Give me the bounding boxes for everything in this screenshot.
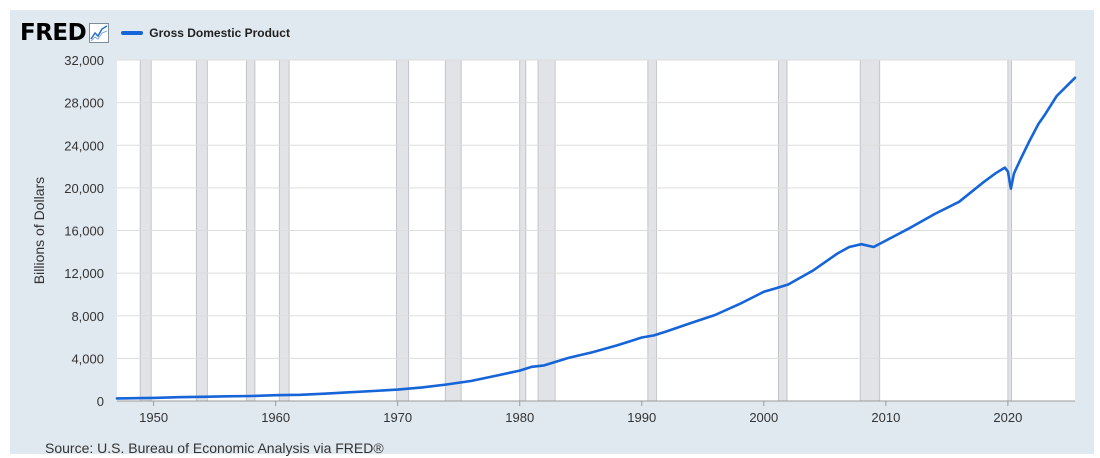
x-tick-label: 1970 bbox=[383, 410, 412, 425]
y-tick-label: 32,000 bbox=[64, 53, 104, 68]
x-tick-label: 1960 bbox=[261, 410, 290, 425]
x-tick-label: 1950 bbox=[139, 410, 168, 425]
y-tick-label: 16,000 bbox=[64, 224, 104, 239]
y-axis-ticks: 0 4,000 8,000 12,000 16,000 20,000 24,000 28,00… bbox=[64, 53, 104, 409]
y-tick-label: 0 bbox=[97, 394, 104, 409]
fred-logo: FRED bbox=[20, 20, 87, 46]
x-tick-label: 2000 bbox=[749, 410, 778, 425]
x-axis-ticks: 1950 1960 1970 1980 1990 2000 2010 2020 bbox=[139, 401, 1022, 425]
series-layer bbox=[115, 76, 1077, 400]
y-tick-label: 20,000 bbox=[64, 181, 104, 196]
series-line-gdp bbox=[115, 76, 1077, 400]
x-tick-label: 1990 bbox=[627, 410, 656, 425]
y-tick-label: 4,000 bbox=[71, 351, 104, 366]
y-tick-label: 28,000 bbox=[64, 96, 104, 111]
y-tick-label: 12,000 bbox=[64, 266, 104, 281]
x-tick-label: 1980 bbox=[505, 410, 534, 425]
legend-swatch bbox=[121, 31, 144, 35]
x-tick-label: 2010 bbox=[871, 410, 900, 425]
chart-header: FRED Gross Domestic Product bbox=[20, 20, 290, 46]
gridlines bbox=[117, 59, 1075, 402]
y-tick-label: 24,000 bbox=[64, 138, 104, 153]
y-axis-label: Billions of Dollars bbox=[31, 177, 47, 284]
y-tick-label: 8,000 bbox=[71, 309, 104, 324]
legend-label: Gross Domestic Product bbox=[149, 26, 290, 40]
source-note: Source: U.S. Bureau of Economic Analysis… bbox=[45, 440, 384, 456]
legend: Gross Domestic Product bbox=[121, 26, 290, 40]
line-graph-icon bbox=[89, 23, 110, 43]
x-tick-label: 2020 bbox=[993, 410, 1022, 425]
